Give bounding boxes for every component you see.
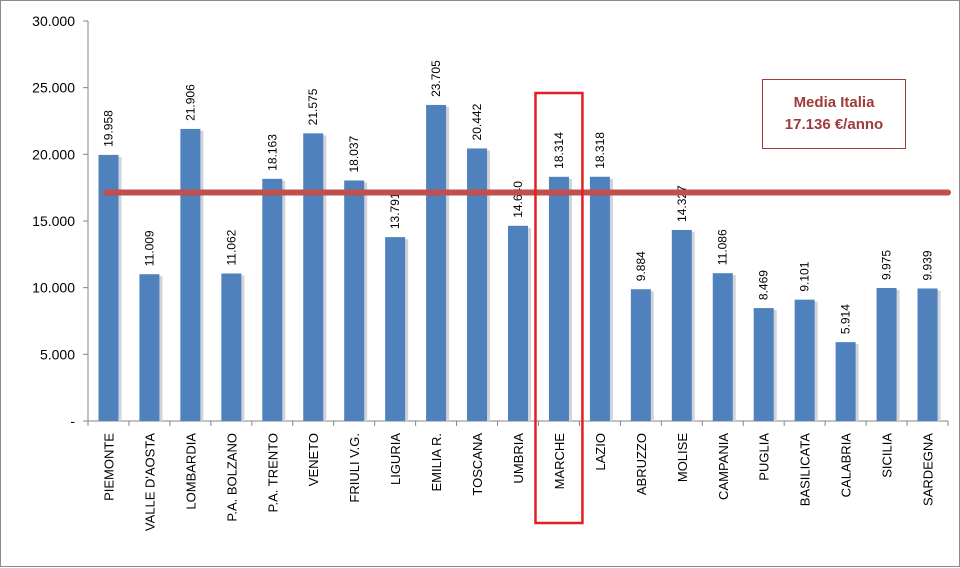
bar	[712, 273, 733, 421]
bar	[262, 178, 283, 421]
data-label: 13.791	[388, 192, 402, 229]
bar	[385, 237, 406, 421]
y-tick-label: 20.000	[32, 146, 75, 162]
bar	[98, 154, 119, 422]
category-label: LAZIO	[593, 433, 608, 471]
data-label: 14.640	[511, 181, 525, 218]
data-label: 21.575	[306, 88, 320, 125]
category-label: P.A. BOLZANO	[224, 433, 239, 522]
average-annotation-box: Media Italia 17.136 €/anno	[762, 79, 906, 149]
category-label: PIEMONTE	[101, 433, 116, 501]
data-label: 18.314	[552, 132, 566, 169]
category-label: CAMPANIA	[716, 433, 731, 500]
bar	[344, 180, 365, 421]
bar	[794, 299, 815, 421]
y-tick-label: 30.000	[32, 13, 75, 29]
data-label: 23.705	[429, 60, 443, 97]
category-label: MARCHE	[552, 433, 567, 490]
data-label: 11.086	[716, 229, 730, 265]
data-label: 9.884	[634, 251, 648, 281]
category-label: VALLE D'AOSTA	[142, 433, 157, 531]
bar	[835, 342, 856, 421]
data-label: 9.939	[921, 250, 935, 280]
bar	[303, 133, 324, 422]
data-label: 18.037	[347, 135, 361, 172]
data-labels: 19.958 11.009 21.906 11.062 18.163 21.575 18.0…	[101, 60, 934, 334]
data-label: 11.009	[142, 230, 156, 266]
x-axis	[87, 420, 949, 426]
data-label: 18.318	[593, 132, 607, 169]
category-label: PUGLIA	[757, 433, 772, 481]
category-label: P.A. TRENTO	[265, 433, 280, 512]
data-label: 11.062	[224, 229, 238, 265]
highlight-group	[534, 91, 584, 525]
category-label: LOMBARDIA	[183, 433, 198, 510]
bar	[548, 176, 569, 421]
average-label-title: Media Italia	[793, 94, 875, 111]
category-label: ABRUZZO	[634, 433, 649, 495]
bar	[753, 308, 774, 421]
category-label: SARDEGNA	[921, 433, 936, 506]
category-label: EMILIA R.	[429, 433, 444, 492]
bar	[180, 128, 201, 422]
data-label: 21.906	[183, 84, 197, 121]
category-labels: PIEMONTE VALLE D'AOSTA LOMBARDIA P.A. BOLZA…	[101, 433, 935, 531]
average-label-value: 17.136 €/anno	[784, 116, 884, 133]
category-label: LIGURIA	[388, 433, 403, 485]
bar	[630, 289, 651, 421]
category-label: TOSCANA	[470, 433, 485, 496]
data-label: 19.958	[101, 110, 115, 147]
category-label: FRIULI V.G.	[347, 433, 362, 503]
bar	[508, 225, 528, 421]
category-label: VENETO	[306, 433, 321, 486]
data-label: 20.442	[470, 103, 484, 140]
bar	[876, 288, 897, 421]
data-label: 9.975	[880, 250, 894, 280]
category-label: SICILIA	[880, 433, 895, 478]
bar	[589, 176, 610, 421]
category-label: MOLISE	[675, 433, 690, 482]
data-label: 5.914	[839, 304, 853, 334]
bar	[467, 148, 488, 421]
category-label: UMBRIA	[511, 433, 526, 484]
y-tick-label: 15.000	[32, 213, 75, 229]
y-tick-label: -	[70, 413, 75, 429]
bar	[426, 104, 447, 421]
bar	[221, 273, 242, 421]
bar	[671, 229, 692, 421]
y-tick-label: 5.000	[40, 346, 75, 362]
y-axis: - 5.000 10.000 15.000 20.000 25.000 30.000	[32, 13, 89, 429]
bar	[139, 274, 160, 421]
bar-series	[98, 104, 941, 422]
data-label: 18.163	[265, 134, 279, 171]
category-label: BASILICATA	[798, 433, 813, 507]
highlight-box	[534, 91, 584, 525]
y-tick-label: 25.000	[32, 80, 75, 96]
bar	[917, 288, 938, 421]
category-label: CALABRIA	[839, 433, 854, 498]
y-tick-label: 10.000	[32, 280, 75, 296]
data-label: 9.101	[798, 261, 812, 291]
data-label: 8.469	[757, 270, 771, 300]
